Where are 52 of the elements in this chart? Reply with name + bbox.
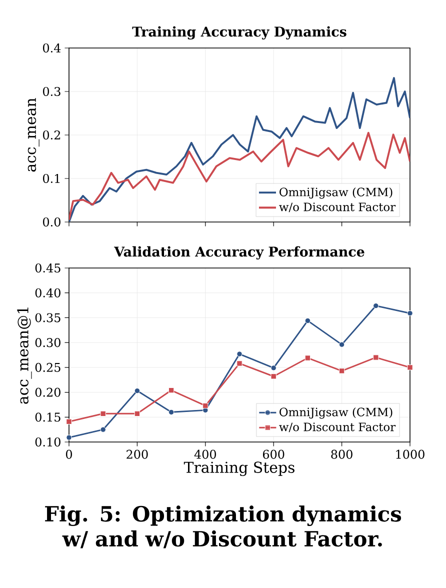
y-tick-label: 0.40 <box>35 288 60 298</box>
point <box>168 387 174 394</box>
legend-label: OmniJigsaw (CMM) <box>280 187 392 199</box>
point <box>304 318 311 324</box>
point <box>66 434 72 440</box>
y-tick-label: 0.2 <box>42 130 60 140</box>
chart-title: Training Accuracy Dynamics <box>132 26 346 40</box>
x-tick-label: 200 <box>126 450 148 459</box>
chart-title: Validation Accuracy Performance <box>114 246 364 260</box>
point <box>270 365 276 371</box>
point <box>407 310 413 316</box>
y-tick-label: 0.25 <box>35 362 60 372</box>
point <box>168 409 174 416</box>
y-tick-label: 0.45 <box>35 263 60 273</box>
y-axis-title: acc_mean@1 <box>17 308 32 404</box>
text: Fig. 5: Optimization dynamics w/ and w/o Discount Factor. <box>45 506 402 548</box>
point <box>202 402 208 409</box>
y-tick-label: 0.30 <box>35 338 60 348</box>
point <box>304 355 311 361</box>
y-axis-title: acc_mean <box>28 98 40 172</box>
y-tick-label: 0.35 <box>35 313 60 322</box>
point <box>373 354 379 360</box>
legend-label: OmniJigsaw (CMM) <box>280 407 392 419</box>
point <box>373 302 379 309</box>
y-tick-label: 0.1 <box>42 174 60 184</box>
point <box>134 410 140 417</box>
line-series <box>69 77 410 222</box>
x-tick-label: 400 <box>194 450 216 459</box>
point <box>236 351 242 357</box>
y-tick-label: 0.20 <box>35 388 60 397</box>
point <box>338 342 345 348</box>
y-tick-label: 0.4 <box>42 43 61 53</box>
point <box>338 368 345 374</box>
legend-label: w/o Discount Factor <box>279 422 396 432</box>
y-tick-label: 0.0 <box>42 217 60 227</box>
line-series <box>69 132 410 221</box>
x-tick-label: 1000 <box>396 450 424 459</box>
point <box>236 360 242 366</box>
point <box>134 388 140 394</box>
y-tick-label: 0.10 <box>35 437 60 447</box>
point <box>270 374 276 380</box>
point <box>407 364 413 370</box>
y-tick-label: 0.15 <box>35 412 60 422</box>
x-tick-label: 0 <box>66 450 72 459</box>
x-tick-label: 800 <box>331 450 352 459</box>
point <box>66 418 72 424</box>
x-tick-label: 600 <box>262 450 284 459</box>
x-axis-title: Training Steps <box>184 462 294 476</box>
y-tick-label: 0.3 <box>42 86 60 96</box>
point <box>100 410 106 417</box>
point <box>100 426 106 432</box>
legend-label: w/o Discount Factor <box>279 202 396 212</box>
